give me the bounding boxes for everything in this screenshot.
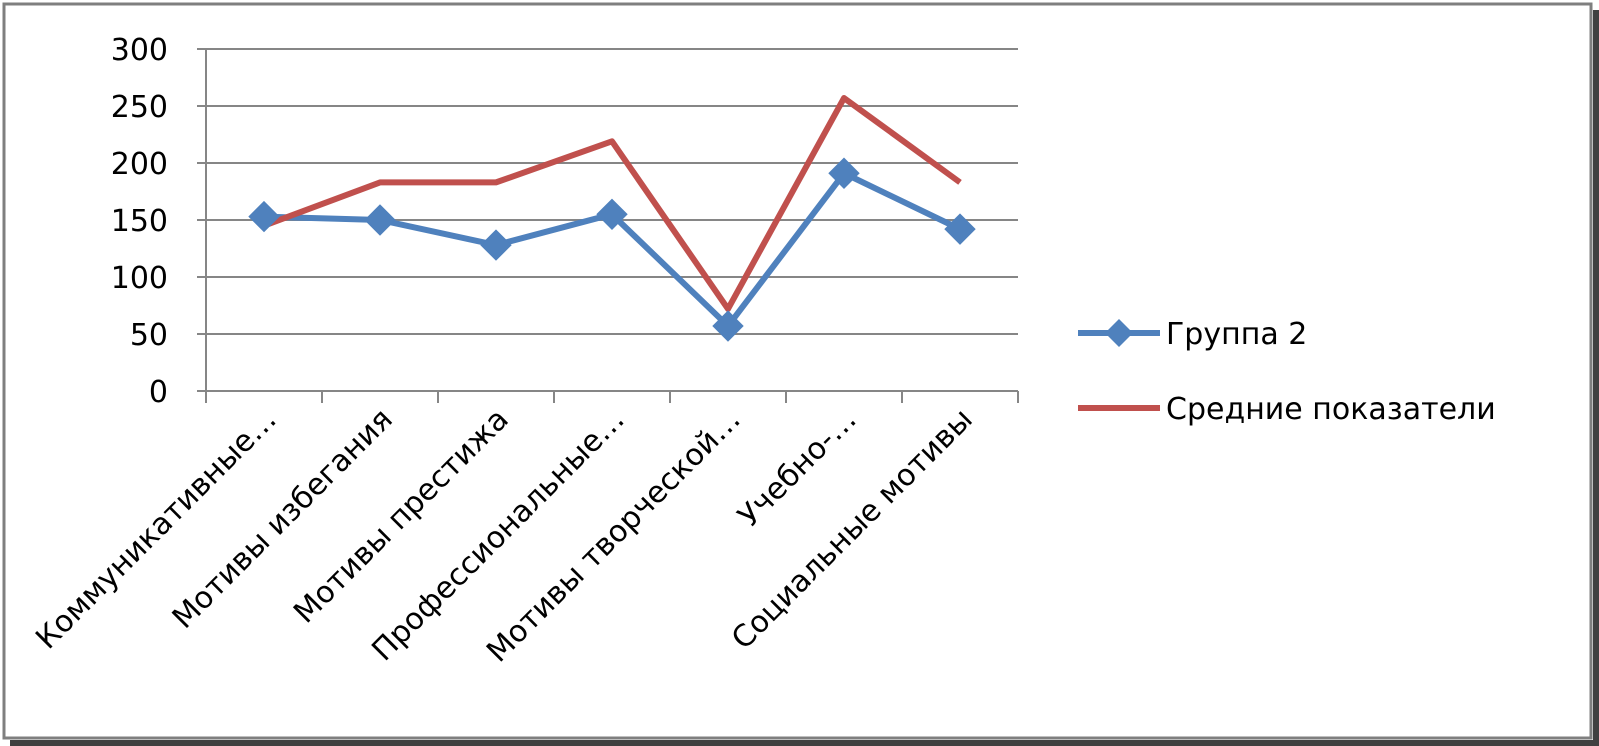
y-tick-labels: 0 50 100 150 200 250 300 (111, 33, 168, 410)
legend-label: Средние показатели (1166, 392, 1496, 427)
series (248, 95, 976, 342)
data-point-marker (248, 200, 280, 233)
y-tick-label: 150 (111, 204, 168, 239)
y-tick-label: 300 (111, 33, 168, 68)
legend: Группа 2 Средние показатели (1078, 317, 1496, 427)
legend-marker (1105, 319, 1133, 347)
y-tick-label: 0 (149, 375, 168, 410)
y-tick-label: 250 (111, 90, 168, 125)
legend-label: Группа 2 (1166, 317, 1307, 352)
data-point-marker (480, 229, 512, 261)
data-point-marker (712, 310, 744, 342)
chart-shadow-bottom (10, 740, 1599, 746)
y-tick-label: 200 (111, 147, 168, 182)
axes (197, 48, 1019, 403)
data-point-marker (944, 213, 976, 245)
series-line-1 (262, 95, 962, 312)
data-point-marker (364, 204, 396, 236)
data-point-marker (828, 157, 860, 189)
y-tick-label: 50 (130, 318, 168, 353)
data-point-marker (596, 198, 628, 231)
chart-shadow-right (1593, 10, 1599, 746)
y-tick-label: 100 (111, 261, 168, 296)
